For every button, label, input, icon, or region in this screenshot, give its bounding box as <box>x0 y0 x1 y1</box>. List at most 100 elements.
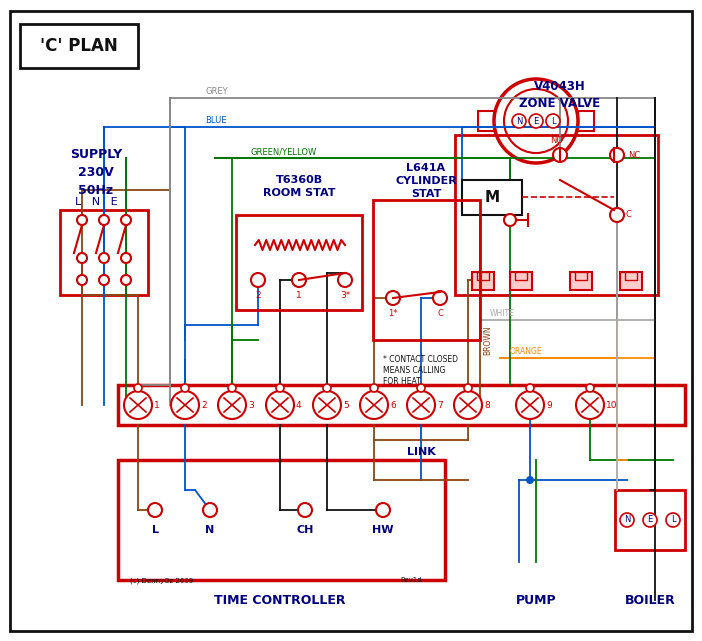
Text: WHITE: WHITE <box>490 309 515 318</box>
Circle shape <box>576 391 604 419</box>
Text: CH: CH <box>296 525 314 535</box>
Text: L: L <box>152 525 159 535</box>
Circle shape <box>360 391 388 419</box>
Text: L: L <box>550 117 555 126</box>
Bar <box>118 385 685 425</box>
Circle shape <box>298 503 312 517</box>
Circle shape <box>77 215 87 225</box>
Bar <box>118 460 445 580</box>
Circle shape <box>99 275 109 285</box>
Circle shape <box>620 513 634 527</box>
Circle shape <box>407 391 435 419</box>
Circle shape <box>323 384 331 392</box>
Text: TIME CONTROLLER: TIME CONTROLLER <box>214 594 346 606</box>
Circle shape <box>454 391 482 419</box>
Bar <box>515 272 527 280</box>
Circle shape <box>218 391 246 419</box>
Text: 1*: 1* <box>388 308 398 317</box>
Bar <box>578 111 594 131</box>
Bar <box>478 111 494 131</box>
Text: GREEN/YELLOW: GREEN/YELLOW <box>250 147 316 156</box>
Circle shape <box>181 384 189 392</box>
Bar <box>620 272 642 290</box>
Circle shape <box>77 275 87 285</box>
Text: L: L <box>670 515 675 524</box>
Text: L641A
CYLINDER
STAT: L641A CYLINDER STAT <box>395 163 457 199</box>
Circle shape <box>417 384 425 392</box>
Circle shape <box>121 215 131 225</box>
Text: L   N   E: L N E <box>74 197 117 207</box>
Text: (c) DennyOz 2009: (c) DennyOz 2009 <box>130 577 193 583</box>
Circle shape <box>504 214 516 226</box>
Text: Rev1d: Rev1d <box>400 577 422 583</box>
Text: PUMP: PUMP <box>516 594 556 606</box>
Text: * CONTACT CLOSED
MEANS CALLING
FOR HEAT: * CONTACT CLOSED MEANS CALLING FOR HEAT <box>383 355 458 386</box>
Text: BLUE: BLUE <box>205 116 227 125</box>
Text: GREY: GREY <box>205 87 227 96</box>
Text: T6360B
ROOM STAT: T6360B ROOM STAT <box>263 175 336 198</box>
Circle shape <box>124 391 152 419</box>
Circle shape <box>526 384 534 392</box>
Text: V4043H
ZONE VALVE: V4043H ZONE VALVE <box>519 80 601 110</box>
Text: 3*: 3* <box>340 290 350 299</box>
Circle shape <box>77 253 87 263</box>
Text: 'C' PLAN: 'C' PLAN <box>40 37 118 55</box>
Circle shape <box>553 148 567 162</box>
Circle shape <box>433 291 447 305</box>
Circle shape <box>203 503 217 517</box>
Bar <box>510 272 532 290</box>
Text: 7: 7 <box>437 401 443 410</box>
Text: N: N <box>516 117 522 126</box>
Circle shape <box>313 391 341 419</box>
Text: ORANGE: ORANGE <box>510 347 543 356</box>
Bar <box>60 210 148 295</box>
Bar <box>575 272 587 280</box>
Circle shape <box>370 384 378 392</box>
Circle shape <box>148 503 162 517</box>
Circle shape <box>610 148 624 162</box>
Bar <box>477 272 489 280</box>
Circle shape <box>610 208 624 222</box>
Text: 2: 2 <box>201 401 206 410</box>
Circle shape <box>292 273 306 287</box>
Circle shape <box>546 114 560 128</box>
Circle shape <box>376 503 390 517</box>
Text: N: N <box>206 525 215 535</box>
Circle shape <box>121 275 131 285</box>
Circle shape <box>266 391 294 419</box>
Text: 6: 6 <box>390 401 396 410</box>
Circle shape <box>529 114 543 128</box>
Circle shape <box>464 384 472 392</box>
Circle shape <box>121 253 131 263</box>
Bar <box>455 135 658 295</box>
Circle shape <box>251 273 265 287</box>
Text: 1: 1 <box>296 290 302 299</box>
Bar <box>472 272 494 290</box>
Circle shape <box>134 384 142 392</box>
Bar <box>615 490 685 550</box>
Circle shape <box>526 476 534 484</box>
Text: 8: 8 <box>484 401 490 410</box>
Text: E: E <box>534 117 538 126</box>
Text: M: M <box>484 190 500 204</box>
Text: SUPPLY
230V
50Hz: SUPPLY 230V 50Hz <box>70 148 122 197</box>
Circle shape <box>99 215 109 225</box>
Text: N: N <box>624 515 630 524</box>
Circle shape <box>516 391 544 419</box>
Circle shape <box>666 513 680 527</box>
Circle shape <box>99 253 109 263</box>
Circle shape <box>512 114 526 128</box>
Bar <box>462 180 522 215</box>
Text: C: C <box>437 308 443 317</box>
Text: NC: NC <box>628 151 640 160</box>
Text: BROWN: BROWN <box>483 325 492 355</box>
Circle shape <box>338 273 352 287</box>
Circle shape <box>586 384 594 392</box>
Circle shape <box>228 384 236 392</box>
Text: 2: 2 <box>256 290 261 299</box>
Bar <box>236 215 362 310</box>
Bar <box>20 24 138 68</box>
Text: E: E <box>647 515 653 524</box>
Text: BOILER: BOILER <box>625 594 675 606</box>
Circle shape <box>386 291 400 305</box>
